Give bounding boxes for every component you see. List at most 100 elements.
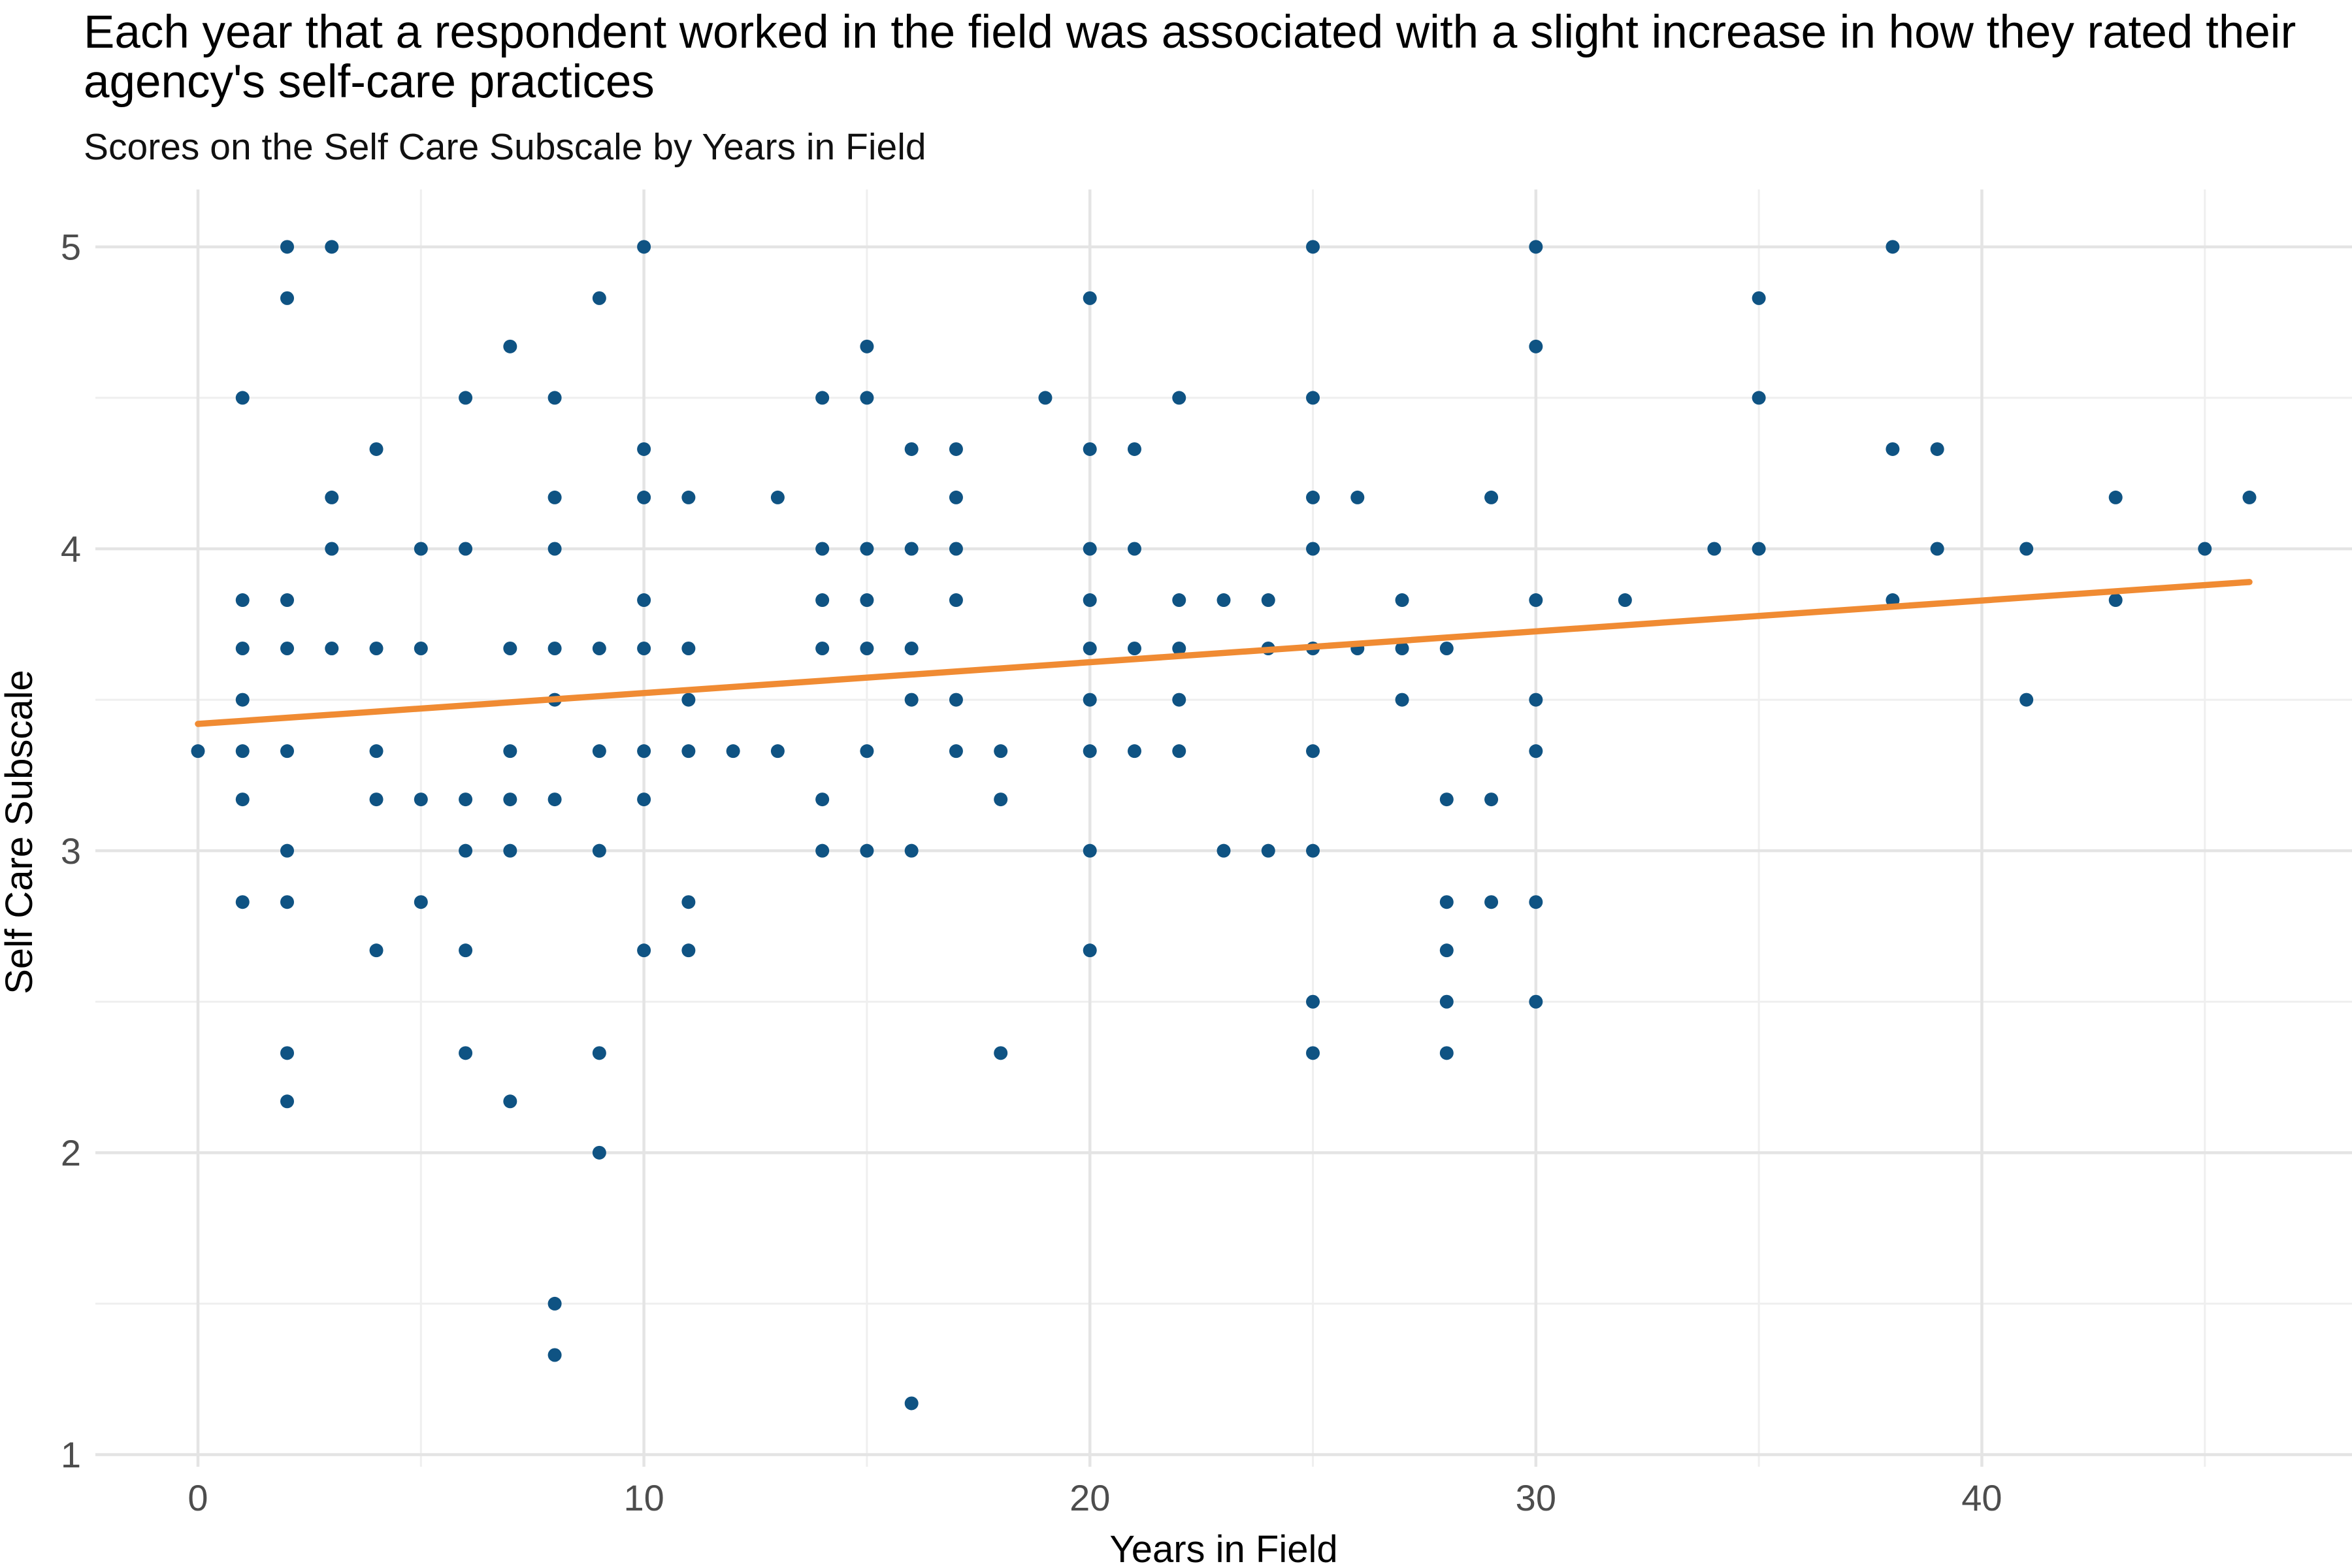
scatter-point — [904, 642, 919, 656]
scatter-point — [592, 291, 606, 305]
scatter-point — [637, 744, 651, 759]
scatter-point — [547, 490, 562, 504]
scatter-point — [949, 442, 963, 456]
scatter-point — [1886, 240, 1900, 254]
scatter-point — [280, 843, 295, 858]
scatter-point — [1038, 391, 1053, 405]
scatter-point — [994, 792, 1008, 807]
scatter-point — [592, 1046, 606, 1060]
scatter-point — [414, 792, 428, 807]
scatter-point — [1484, 490, 1499, 504]
scatter-point — [860, 843, 874, 858]
scatter-point — [280, 744, 295, 759]
scatter-point — [191, 744, 205, 759]
scatter-point — [1930, 442, 1944, 456]
scatter-point — [1439, 943, 1454, 958]
scatter-point — [280, 240, 295, 254]
scatter-point — [235, 642, 250, 656]
scatter-point — [815, 642, 830, 656]
scatter-point — [860, 593, 874, 608]
scatter-point — [2108, 490, 2123, 504]
scatter-point — [1529, 744, 1543, 759]
scatter-point — [369, 642, 384, 656]
scatter-point — [637, 593, 651, 608]
scatter-point — [369, 744, 384, 759]
scatter-point — [1127, 542, 1141, 556]
scatter-point — [904, 1396, 919, 1411]
scatter-point — [1172, 593, 1186, 608]
y-tick-label: 5 — [61, 226, 81, 267]
scatter-point — [235, 391, 250, 405]
y-tick-label: 3 — [61, 830, 81, 872]
scatter-point — [681, 943, 696, 958]
scatter-point — [503, 642, 517, 656]
scatter-point — [1083, 693, 1097, 707]
scatter-point — [2019, 542, 2034, 556]
scatter-point — [1306, 490, 1320, 504]
scatter-point — [1172, 693, 1186, 707]
scatter-point — [1395, 642, 1409, 656]
scatter-point — [280, 593, 295, 608]
scatter-point — [414, 542, 428, 556]
scatter-point — [459, 1046, 473, 1060]
scatter-point — [815, 792, 830, 807]
scatter-point — [1083, 642, 1097, 656]
scatter-point — [1306, 542, 1320, 556]
scatter-point — [815, 593, 830, 608]
scatter-point — [1127, 442, 1141, 456]
scatter-point — [1439, 1046, 1454, 1060]
scatter-point — [1083, 943, 1097, 958]
scatter-point — [1618, 593, 1632, 608]
scatter-point — [637, 642, 651, 656]
trend-line — [195, 579, 2253, 727]
scatter-point — [547, 1296, 562, 1311]
scatter-point — [1930, 542, 1944, 556]
scatter-point — [325, 542, 339, 556]
scatter-point — [459, 391, 473, 405]
y-axis-title: Self Care Subscale — [0, 670, 41, 994]
scatter-point — [547, 642, 562, 656]
scatter-point — [637, 943, 651, 958]
scatter-point — [503, 1094, 517, 1109]
x-tick-label: 0 — [188, 1477, 208, 1518]
scatter-point — [459, 943, 473, 958]
scatter-point — [815, 391, 830, 405]
scatter-point — [1127, 744, 1141, 759]
scatter-point — [860, 642, 874, 656]
scatter-point — [637, 240, 651, 254]
scatter-point — [1261, 843, 1275, 858]
scatter-point — [369, 943, 384, 958]
scatter-point — [235, 693, 250, 707]
scatter-point — [1306, 240, 1320, 254]
scatter-point — [592, 744, 606, 759]
scatter-point — [1127, 642, 1141, 656]
scatter-point — [904, 442, 919, 456]
scatter-point — [770, 744, 785, 759]
scatter-point — [949, 693, 963, 707]
scatter-point — [860, 542, 874, 556]
x-axis-title: Years in Field — [1109, 1528, 1338, 1568]
scatter-point — [1172, 391, 1186, 405]
scatter-point — [1261, 593, 1275, 608]
scatter-point — [280, 291, 295, 305]
scatter-point — [547, 391, 562, 405]
scatter-point — [1439, 642, 1454, 656]
scatter-point — [1439, 994, 1454, 1009]
scatter-point — [860, 391, 874, 405]
scatter-point — [681, 693, 696, 707]
scatter-point — [369, 442, 384, 456]
scatter-point — [726, 744, 740, 759]
scatter-point — [503, 792, 517, 807]
scatter-point — [681, 744, 696, 759]
x-tick-label: 40 — [1961, 1477, 2002, 1518]
scatter-point — [1217, 843, 1231, 858]
scatter-point — [235, 744, 250, 759]
scatter-point — [1083, 542, 1097, 556]
scatter-point — [1172, 744, 1186, 759]
scatter-point — [681, 642, 696, 656]
scatter-point — [2019, 693, 2034, 707]
scatter-point — [280, 1094, 295, 1109]
scatter-point — [860, 339, 874, 353]
scatter-point — [904, 843, 919, 858]
scatter-point — [280, 895, 295, 909]
